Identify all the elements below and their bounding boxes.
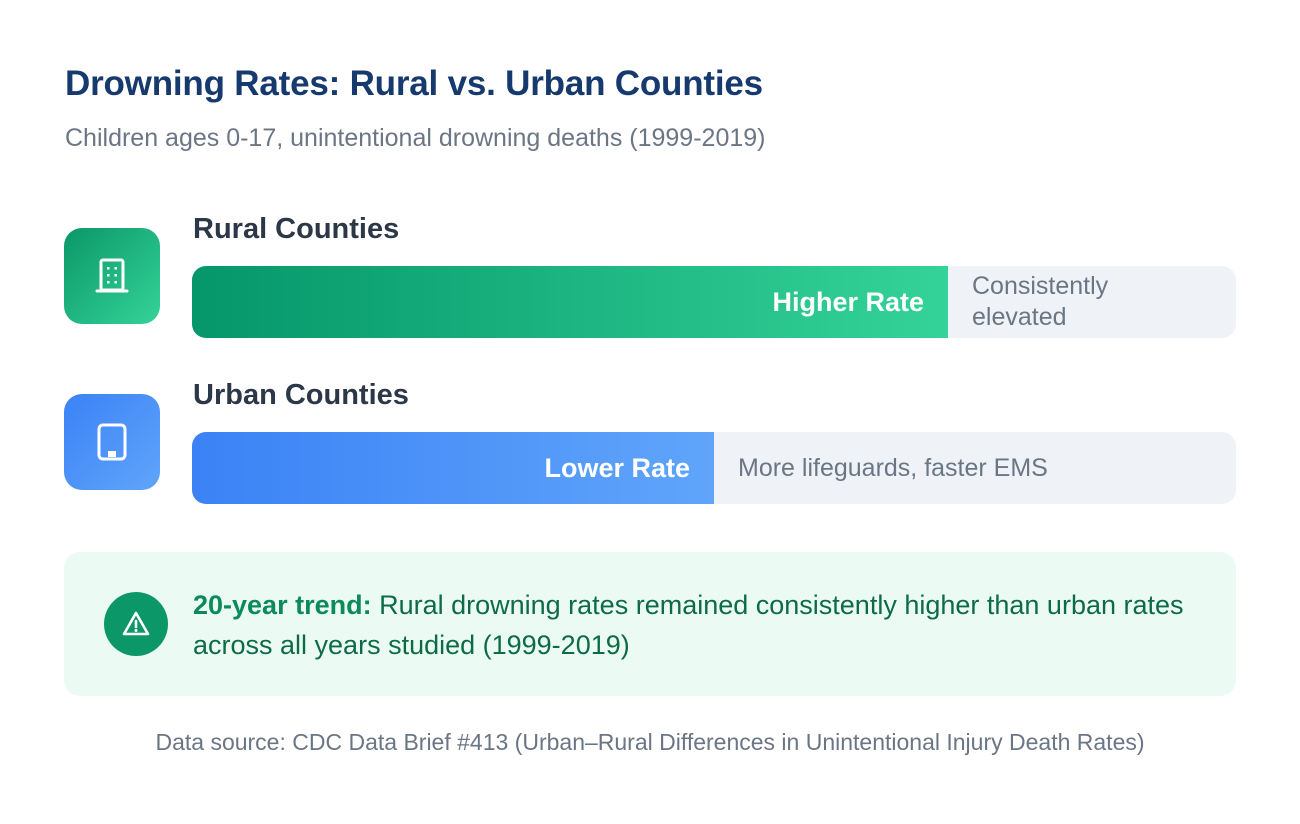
urban-icon-tile [64, 394, 160, 490]
trend-callout [64, 552, 1236, 696]
data-source: Data source: CDC Data Brief #413 (Urban–… [155, 729, 1145, 755]
phone-icon [97, 423, 127, 461]
rural-bar-label: Higher Rate [772, 286, 924, 317]
chart-subtitle: Children ages 0-17, unintentional drowni… [65, 124, 766, 152]
urban-bar-note: More lifeguards, faster EMS [738, 453, 1048, 482]
rural-icon-tile [64, 228, 160, 324]
rural-bar-note: Consistently elevated [972, 272, 1109, 331]
rural-bar-track: Higher Rate Consistently elevated [192, 266, 1236, 338]
urban-category-label: Urban Counties [193, 379, 409, 411]
building-icon [95, 258, 129, 293]
rural-category-label: Rural Counties [193, 213, 400, 245]
callout-body: Rural drowning rates remained consistent… [193, 590, 1184, 660]
callout-icon-badge [104, 592, 168, 656]
rural-bar: Higher Rate [192, 266, 948, 338]
warning-triangle-icon [122, 611, 150, 636]
urban-bar-label: Lower Rate [544, 452, 690, 483]
callout-text: 20-year trend: Rural drowning rates rema… [193, 585, 1203, 665]
urban-bar-track: Lower Rate More lifeguards, faster EMS [192, 432, 1236, 504]
urban-bar: Lower Rate [192, 432, 714, 504]
chart-title: Drowning Rates: Rural vs. Urban Counties [65, 64, 763, 103]
callout-lead: 20-year trend: [193, 590, 372, 620]
